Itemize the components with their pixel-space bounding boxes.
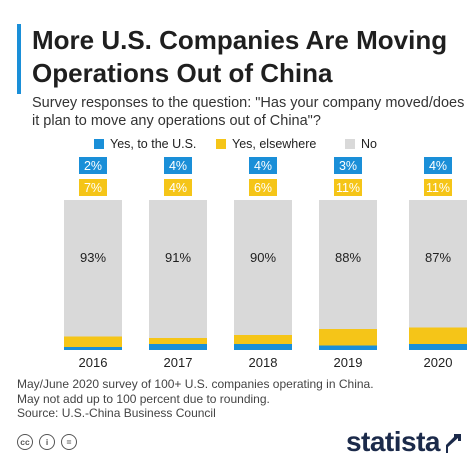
data-label-no-2018: 90% [250,250,276,265]
footnote-survey: May/June 2020 survey of 100+ U.S. compan… [17,377,374,391]
legend-swatch-no [345,139,355,149]
data-label-elsewhere-2017: 4% [169,181,187,195]
bar-us-2019 [319,345,377,350]
data-label-no-2017: 91% [165,250,191,265]
chart-subtitle: Survey responses to the question: "Has y… [32,95,465,129]
bar-no-2019 [319,200,377,329]
bar-elsewhere-2016 [64,336,122,347]
bar-no-2017 [149,200,207,338]
data-label-us-2016: 2% [84,159,102,173]
label-box-elsewhere-2020 [424,179,452,196]
bar-no-2016 [64,200,122,337]
cc-icon[interactable]: cc [17,434,33,450]
label-box-us-2020 [424,157,452,174]
bar-no-2020 [409,200,467,328]
legend-swatch-elsewhere [216,139,226,149]
x-tick-label-2017: 2017 [164,355,193,370]
legend-label-elsewhere: Yes, elsewhere [232,137,317,151]
data-label-no-2020: 87% [425,250,451,265]
footnote-rounding: May not add up to 100 percent due to rou… [17,391,270,406]
footer: cc i = statista [0,424,474,474]
label-box-us-2016 [79,157,107,174]
bar-elsewhere-2017 [149,338,207,344]
label-box-us-2017 [164,157,192,174]
bar-no-2018 [234,200,292,335]
data-label-elsewhere-2018: 6% [254,181,272,195]
legend-item-elsewhere: Yes, elsewhere [216,137,316,151]
legend-item-us: Yes, to the U.S. [94,137,196,151]
footnote-source: Source: U.S.-China Business Council [17,406,216,420]
data-label-no-2019: 88% [335,250,361,265]
x-tick-label-2016: 2016 [79,355,108,370]
statista-logo-mark-icon [446,434,461,453]
data-label-elsewhere-2020: 11% [426,181,450,195]
data-label-us-2017: 4% [169,159,187,173]
footnote: May/June 2020 survey of 100+ U.S. compan… [17,377,457,421]
bar-us-2018 [234,344,292,350]
bar-elsewhere-2020 [409,327,467,344]
no-derivatives-icon[interactable]: = [61,434,77,450]
label-box-us-2018 [249,157,277,174]
x-tick-label-2020: 2020 [424,355,453,370]
data-label-us-2019: 3% [339,159,357,173]
data-label-elsewhere-2019: 11% [336,181,360,195]
legend-label-no: No [361,137,377,151]
attribution-icon[interactable]: i [39,434,55,450]
legend-label-us: Yes, to the U.S. [110,137,197,151]
label-box-us-2019 [334,157,362,174]
legend-item-no: No [345,137,377,151]
data-label-no-2016: 93% [80,250,106,265]
bar-elsewhere-2018 [234,335,292,344]
bar-us-2017 [149,344,207,350]
x-tick-label-2018: 2018 [249,355,278,370]
label-box-elsewhere-2018 [249,179,277,196]
data-label-us-2020: 4% [429,159,447,173]
bar-us-2016 [64,347,122,350]
bar-elsewhere-2019 [319,329,377,346]
legend: Yes, to the U.S. Yes, elsewhere No [0,137,474,153]
chart-title: More U.S. Companies Are Moving Operation… [32,25,448,88]
title-accent-bar [17,24,21,94]
statista-logo[interactable]: statista [345,426,441,457]
label-box-elsewhere-2016 [79,179,107,196]
x-tick-label-2019: 2019 [334,355,363,370]
label-box-elsewhere-2019 [334,179,362,196]
data-label-us-2018: 4% [254,159,272,173]
label-box-elsewhere-2017 [164,179,192,196]
legend-swatch-us [94,139,104,149]
bar-us-2020 [409,344,467,350]
data-label-elsewhere-2016: 7% [84,181,102,195]
